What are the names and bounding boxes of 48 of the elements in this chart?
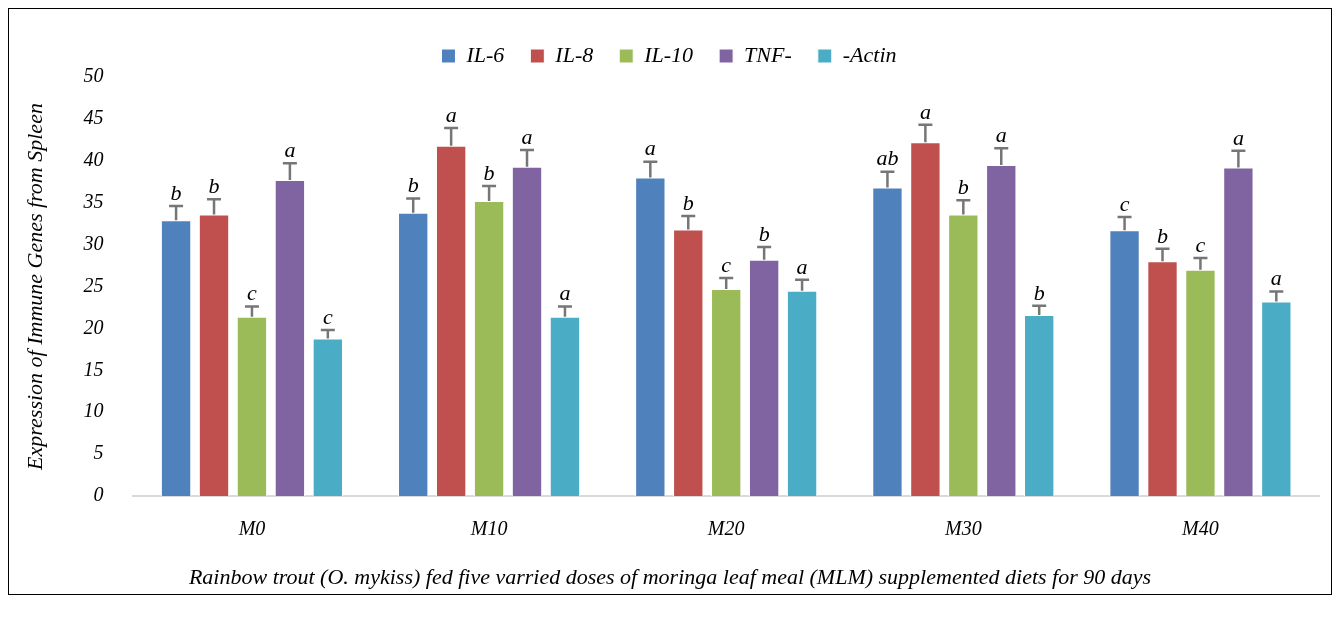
y-tick-label: 25 (83, 273, 104, 296)
y-tick-label: 45 (83, 106, 104, 129)
data-label: c (721, 251, 732, 277)
data-label: a (445, 101, 457, 127)
data-label: a (796, 253, 808, 279)
legend-label: IL-6 (465, 41, 505, 67)
data-label: a (559, 280, 571, 306)
y-tick-label: 5 (93, 441, 104, 464)
y-tick-label: 0 (93, 483, 104, 506)
x-tick-label: M10 (469, 517, 508, 540)
data-label: b (682, 189, 694, 215)
data-label: c (1195, 231, 1206, 257)
data-label: b (1157, 222, 1168, 248)
data-label: a (284, 137, 296, 163)
y-tick-label: 50 (83, 64, 104, 87)
data-label: a (521, 123, 533, 149)
data-label: b (483, 159, 495, 185)
x-tick-label: M0 (237, 517, 266, 540)
y-tick-label: 15 (83, 357, 104, 380)
data-label: b (407, 172, 419, 198)
y-tick-label: 20 (83, 315, 104, 338)
x-tick-label: M40 (1181, 517, 1219, 540)
data-label: a (1232, 124, 1244, 150)
data-label: a (919, 98, 931, 124)
y-tick-label: 10 (83, 399, 104, 422)
data-label: b (758, 220, 770, 246)
data-label: c (247, 280, 258, 306)
data-label: b (170, 179, 182, 205)
data-label: a (995, 122, 1007, 148)
legend-label: TNF- (744, 41, 792, 67)
data-label: b (1033, 279, 1045, 305)
x-tick-label: M30 (943, 517, 982, 540)
data-label: a (1270, 265, 1282, 291)
data-label: c (322, 303, 333, 329)
data-label: ab (876, 145, 899, 171)
data-label: a (644, 135, 656, 161)
data-label: c (1119, 190, 1130, 216)
legend-label: -Actin (842, 41, 897, 67)
y-tick-label: 35 (82, 189, 104, 212)
data-label: b (208, 173, 220, 199)
y-tick-label: 40 (83, 148, 104, 171)
x-tick-label: M20 (706, 517, 745, 540)
data-label: b (957, 173, 969, 199)
x-axis-title: Rainbow trout (O. mykiss) fed five varried doses of moringa leaf meal (MLM) supplemented diets for 90 days (187, 564, 1153, 591)
legend-label: IL-10 (643, 41, 694, 67)
y-axis-title: Expression of Immune Genes from Spleen (21, 103, 47, 471)
y-tick-label: 30 (82, 231, 104, 254)
legend-label: IL-8 (554, 41, 594, 67)
